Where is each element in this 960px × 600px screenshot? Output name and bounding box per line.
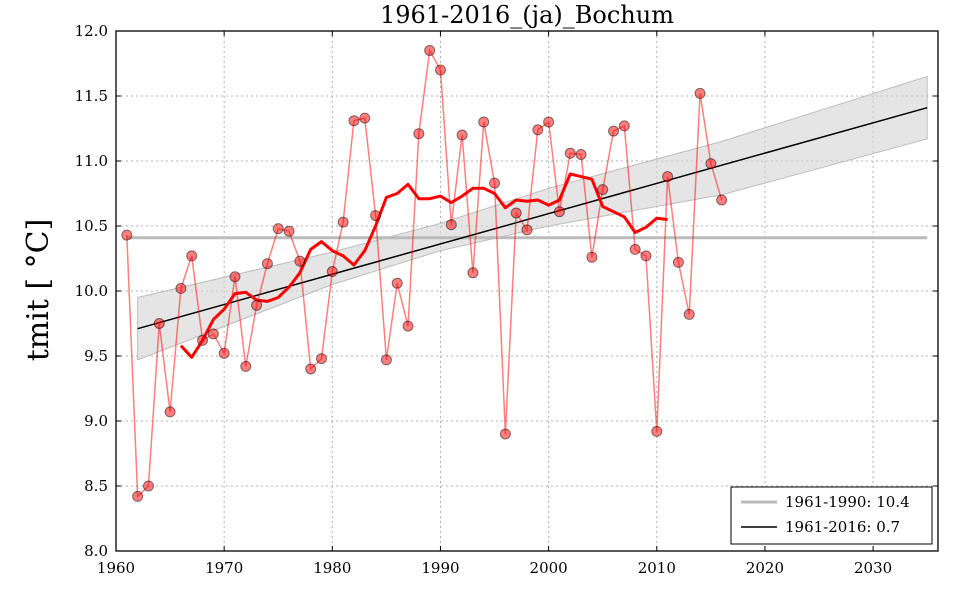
data-point <box>445 219 457 231</box>
y-tick-label: 11.0 <box>75 152 108 170</box>
y-tick-label: 12.0 <box>75 22 108 40</box>
data-point <box>132 490 144 502</box>
x-tick-label: 1990 <box>421 559 459 577</box>
data-point <box>391 277 403 289</box>
data-point <box>467 267 479 279</box>
data-point <box>640 250 652 262</box>
data-point <box>586 251 598 263</box>
data-point <box>510 207 522 219</box>
y-axis-label: tmit [ °C] <box>21 219 56 362</box>
running-mean-line <box>179 172 668 359</box>
data-point <box>164 406 176 418</box>
data-point <box>251 299 263 311</box>
data-point <box>597 184 609 196</box>
data-point <box>207 328 219 340</box>
legend-trend-label: 1961-2016: 0.7 <box>785 518 900 536</box>
data-point <box>413 128 425 140</box>
data-point <box>326 266 338 277</box>
data-point <box>532 124 544 136</box>
data-point <box>662 171 674 183</box>
x-tick-label: 1980 <box>313 559 351 577</box>
data-point <box>402 320 414 332</box>
data-point <box>434 64 446 76</box>
data-point <box>716 194 728 206</box>
data-point <box>294 255 306 267</box>
data-point <box>142 480 154 492</box>
x-tick-label: 1970 <box>205 559 243 577</box>
axis-ticks: 1960 1970 1980 1990 2000 2010 2020 2030 8.0 8.5 9.… <box>75 22 938 577</box>
legend: 1961-1990: 10.4 1961-2016: 0.7 <box>730 486 933 545</box>
data-point <box>694 87 706 99</box>
data-point <box>316 353 327 365</box>
data-point <box>153 318 165 329</box>
y-tick-label: 8.5 <box>84 477 108 495</box>
data-point <box>651 425 663 437</box>
x-tick-label: 2010 <box>638 559 676 577</box>
data-point <box>175 282 187 294</box>
data-points <box>121 45 728 502</box>
data-point <box>186 250 198 262</box>
y-tick-label: 11.5 <box>75 87 108 105</box>
data-point <box>608 125 620 137</box>
data-point <box>283 225 295 237</box>
data-point <box>629 243 641 255</box>
y-tick-label: 9.0 <box>84 412 108 430</box>
data-point <box>553 206 565 218</box>
y-tick-label: 9.5 <box>84 347 108 365</box>
data-point <box>370 210 382 222</box>
data-point <box>543 116 555 128</box>
legend-reference-label: 1961-1990: 10.4 <box>785 493 910 511</box>
x-tick-label: 1960 <box>97 559 135 577</box>
data-point <box>521 224 533 236</box>
data-point <box>705 158 717 170</box>
data-point <box>121 229 133 241</box>
y-tick-label: 8.0 <box>84 542 108 560</box>
data-point <box>478 116 490 128</box>
x-tick-label: 2020 <box>746 559 784 577</box>
data-point <box>272 223 284 235</box>
data-point <box>489 177 501 189</box>
x-tick-label: 2030 <box>854 559 892 577</box>
data-point <box>240 360 252 372</box>
data-point <box>683 308 695 320</box>
data-point <box>456 129 468 141</box>
data-point <box>499 428 511 440</box>
data-point <box>424 45 436 56</box>
data-point <box>305 363 317 375</box>
data-point <box>380 354 392 366</box>
chart-title: 1961-2016_(ja)_Bochum <box>380 1 674 29</box>
data-point <box>197 334 209 346</box>
data-point <box>218 347 230 359</box>
data-point <box>564 147 576 159</box>
data-point <box>575 149 587 160</box>
y-tick-label: 10.0 <box>75 282 108 300</box>
x-tick-label: 2000 <box>530 559 568 577</box>
data-point <box>229 271 241 283</box>
data-point <box>348 115 360 127</box>
trend-line <box>137 106 928 330</box>
annual-mean-line <box>126 48 723 499</box>
data-point <box>359 112 371 124</box>
legend-box <box>730 486 933 545</box>
data-point <box>337 216 349 228</box>
data-point <box>618 120 630 132</box>
y-tick-label: 10.5 <box>75 217 108 235</box>
data-point <box>672 256 684 268</box>
data-point <box>261 258 273 270</box>
